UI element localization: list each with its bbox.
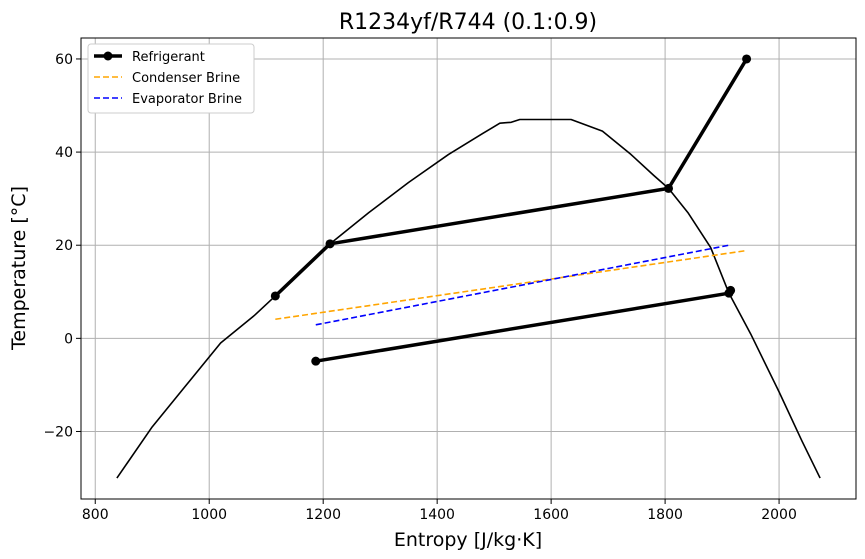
refrigerant-point-3 — [325, 239, 335, 249]
legend-condenser-label: Condenser Brine — [132, 71, 240, 86]
plot-frame — [80, 37, 857, 500]
y-tick-label-0: 0 — [64, 331, 73, 347]
refrigerant-point-4 — [270, 291, 280, 301]
chart-title: R1234yf/R744 (0.1:0.9) — [339, 10, 597, 35]
refrigerant-point-2 — [664, 183, 674, 193]
y-tick-label-60: 60 — [55, 52, 73, 68]
refrigerant-segment-1 — [666, 57, 749, 191]
refrigerant-segment-3 — [273, 242, 332, 298]
x-tick-label-1000: 1000 — [191, 507, 227, 523]
y-tick-label--20: −20 — [43, 424, 73, 440]
refrigerant-point-1 — [742, 54, 752, 64]
x-tick-label-1600: 1600 — [533, 507, 569, 523]
y-tick-label-20: 20 — [55, 238, 73, 254]
condenser-brine-line — [275, 250, 745, 321]
x-axis-label: Entropy [J/kg·K] — [394, 529, 542, 551]
x-tick-label-1200: 1200 — [305, 507, 341, 523]
plot-area — [81, 38, 856, 499]
x-tick-label-1800: 1800 — [647, 507, 683, 523]
series-layer — [116, 54, 821, 479]
legend-refrigerant-marker — [103, 51, 113, 61]
x-axis-ticks: 800 1000 1200 1400 1600 1800 2000 — [82, 499, 797, 523]
x-tick-label-800: 800 — [82, 507, 109, 523]
gridlines — [81, 38, 856, 499]
y-axis-ticks: −20 0 20 40 60 — [43, 52, 81, 440]
legend-refrigerant-label: Refrigerant — [132, 50, 205, 65]
x-tick-label-2000: 2000 — [761, 507, 797, 523]
y-axis-label: Temperature [°C] — [8, 186, 30, 351]
legend-evaporator-label: Evaporator Brine — [132, 92, 242, 107]
saturation-dome-line — [116, 118, 821, 479]
legend: Refrigerant Condenser Brine Evaporator B… — [87, 43, 255, 114]
refrigerant-segment-4 — [314, 291, 731, 363]
legend-box — [87, 43, 255, 114]
x-tick-label-1400: 1400 — [419, 507, 455, 523]
refrigerant-segment-2 — [328, 186, 671, 246]
y-tick-label-40: 40 — [55, 145, 73, 161]
evaporator-brine-line — [315, 244, 730, 326]
refrigerant-point-5 — [311, 356, 321, 366]
refrigerant-point-7 — [726, 285, 736, 295]
